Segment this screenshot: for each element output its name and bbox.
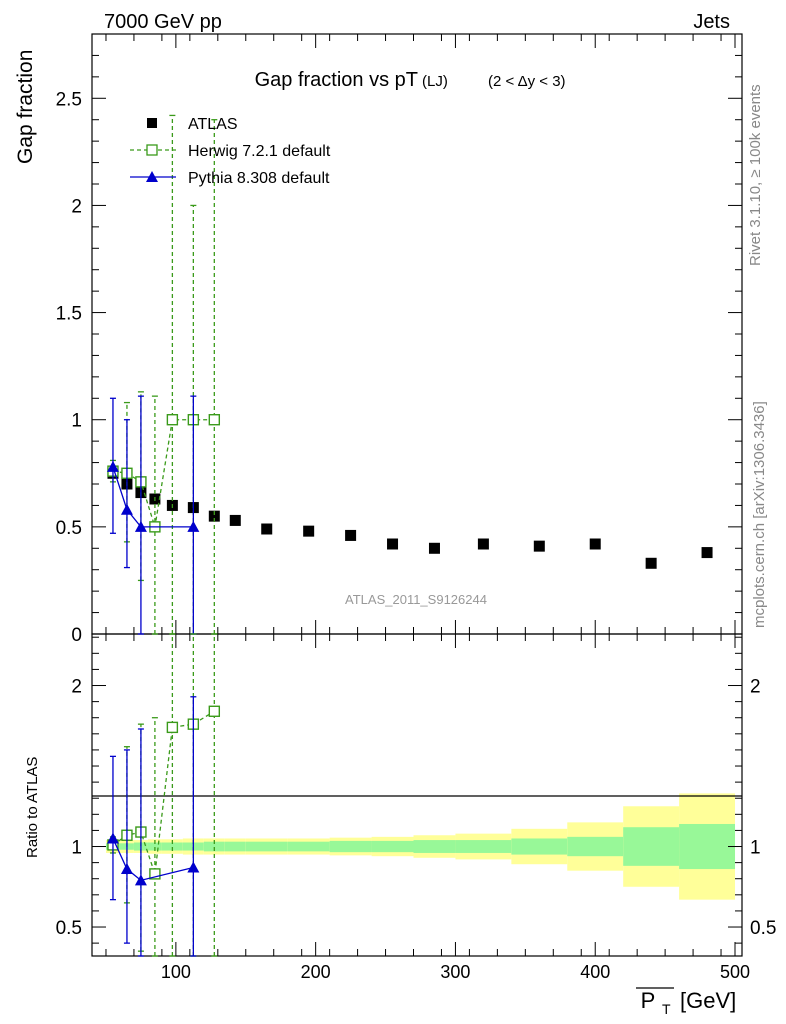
top-point-atlas	[477, 538, 489, 550]
x-axis-label-unit: [GeV]	[680, 988, 736, 1013]
axis-ticks: 100 200 300 400 500 0 0.5 1 1.5 2 2.5 0.5 0.5 1 1 2 2	[56, 34, 776, 982]
rivet-version-label: Rivet 3.1.10, ≥ 100k events	[747, 84, 764, 266]
ratio-point-pythia-8-308-default	[134, 874, 147, 886]
header-left: 7000 GeV pp	[104, 11, 222, 33]
legend-herwig-label: Herwig 7.2.1 default	[188, 143, 331, 160]
ratio-y-tick-label-right: 0.5	[750, 918, 776, 939]
ratio-band-inner	[455, 840, 512, 853]
legend-pythia-label: Pythia 8.308 default	[188, 170, 330, 187]
chart-title-range: (2 < Δy < 3)	[488, 73, 566, 90]
ratio-band-inner	[329, 840, 372, 853]
ratio-band-inner	[161, 842, 183, 851]
top-point-atlas	[533, 540, 545, 552]
chart-title: Gap fraction vs pT	[255, 69, 418, 91]
ratio-point-pythia-8-308-default	[187, 861, 200, 873]
ratio-point-pythia-8-308-default	[106, 832, 119, 844]
legend-atlas-label: ATLAS	[188, 116, 238, 133]
top-point-pythia-8-308-default	[120, 503, 133, 515]
ratio-y-tick-label-left: 2	[71, 677, 82, 698]
top-y-tick-label: 1.5	[56, 304, 82, 325]
ratio-point-pythia-8-308-default	[120, 863, 133, 875]
top-point-atlas	[387, 538, 399, 550]
x-axis-label-subscript: T	[662, 1001, 671, 1017]
ratio-band-inner	[287, 841, 330, 852]
top-series-atlas	[107, 467, 713, 569]
ratio-band-inner	[511, 838, 568, 855]
x-tick-label: 400	[580, 962, 610, 982]
top-line-pythia-8-308-default	[112, 466, 194, 528]
top-point-atlas	[229, 514, 241, 526]
ratio-y-tick-label-right: 1	[750, 838, 761, 859]
ratio-line-pythia-8-308-default	[112, 838, 194, 882]
ratio-band-inner	[567, 836, 624, 857]
legend-herwig-marker	[146, 144, 158, 156]
chart-title-sub: (LJ)	[422, 73, 448, 90]
x-axis-label-symbol: P	[641, 988, 656, 1013]
top-y-tick-label: 1	[71, 411, 82, 432]
ratio-band-inner	[679, 823, 736, 870]
ratio-panel-frame	[91, 633, 743, 957]
ratio-band-inner	[147, 842, 162, 851]
top-point-atlas	[345, 529, 357, 541]
top-y-axis-label: Gap fraction	[14, 50, 37, 164]
ratio-band-inner	[413, 840, 456, 853]
top-point-herwig-7-2-1-default	[208, 414, 221, 426]
top-point-atlas	[303, 525, 315, 537]
x-tick-label: 100	[161, 962, 191, 982]
x-tick-label: 500	[720, 962, 750, 982]
top-point-atlas	[589, 538, 601, 550]
ratio-panel-series	[106, 633, 221, 957]
x-tick-label: 300	[440, 962, 470, 982]
ratio-band-inner	[623, 827, 680, 866]
top-point-atlas	[261, 523, 273, 535]
top-series-pythia-8-308-default	[106, 395, 200, 635]
mcplots-reference-label: mcplots.cern.ch [arXiv:1306.3436]	[751, 401, 768, 628]
x-tick-label: 200	[301, 962, 331, 982]
ratio-point-herwig-7-2-1-default	[208, 705, 221, 717]
ratio-band-inner	[245, 841, 288, 852]
top-series-herwig-7-2-1-default	[107, 114, 221, 635]
top-panel-series	[106, 114, 713, 635]
top-point-pythia-8-308-default	[187, 520, 200, 532]
ratio-band-inner	[371, 840, 414, 853]
top-point-herwig-7-2-1-default	[166, 414, 179, 426]
ratio-point-herwig-7-2-1-default	[149, 868, 161, 880]
top-point-atlas	[208, 510, 220, 522]
top-y-tick-label: 0.5	[56, 518, 82, 539]
top-y-tick-label: 2.5	[56, 89, 82, 110]
ratio-y-tick-label-left: 0.5	[56, 918, 82, 939]
ratio-panel-bands	[105, 793, 736, 900]
top-point-pythia-8-308-default	[106, 460, 119, 472]
analysis-watermark: ATLAS_2011_S9126244	[345, 592, 487, 607]
legend-atlas-marker	[147, 118, 157, 128]
top-point-atlas	[428, 542, 440, 554]
top-y-tick-label: 0	[71, 625, 82, 646]
header-right: Jets	[693, 11, 730, 33]
ratio-y-axis-label: Ratio to ATLAS	[24, 757, 41, 858]
ratio-series-herwig-7-2-1-default	[107, 633, 221, 957]
ratio-series-pythia-8-308-default	[106, 696, 200, 957]
ratio-y-tick-label-left: 1	[71, 838, 82, 859]
top-point-pythia-8-308-default	[134, 520, 147, 532]
legend-pythia-marker	[146, 171, 158, 182]
ratio-point-herwig-7-2-1-default	[166, 721, 179, 734]
ratio-band-inner	[224, 841, 246, 852]
ratio-band-inner	[203, 841, 225, 852]
ratio-y-tick-label-right: 2	[750, 677, 761, 698]
top-point-atlas	[645, 557, 657, 569]
top-y-tick-label: 2	[71, 196, 82, 217]
top-point-atlas	[701, 547, 713, 559]
legend: ATLAS Herwig 7.2.1 default Pythia 8.308 …	[130, 116, 331, 187]
